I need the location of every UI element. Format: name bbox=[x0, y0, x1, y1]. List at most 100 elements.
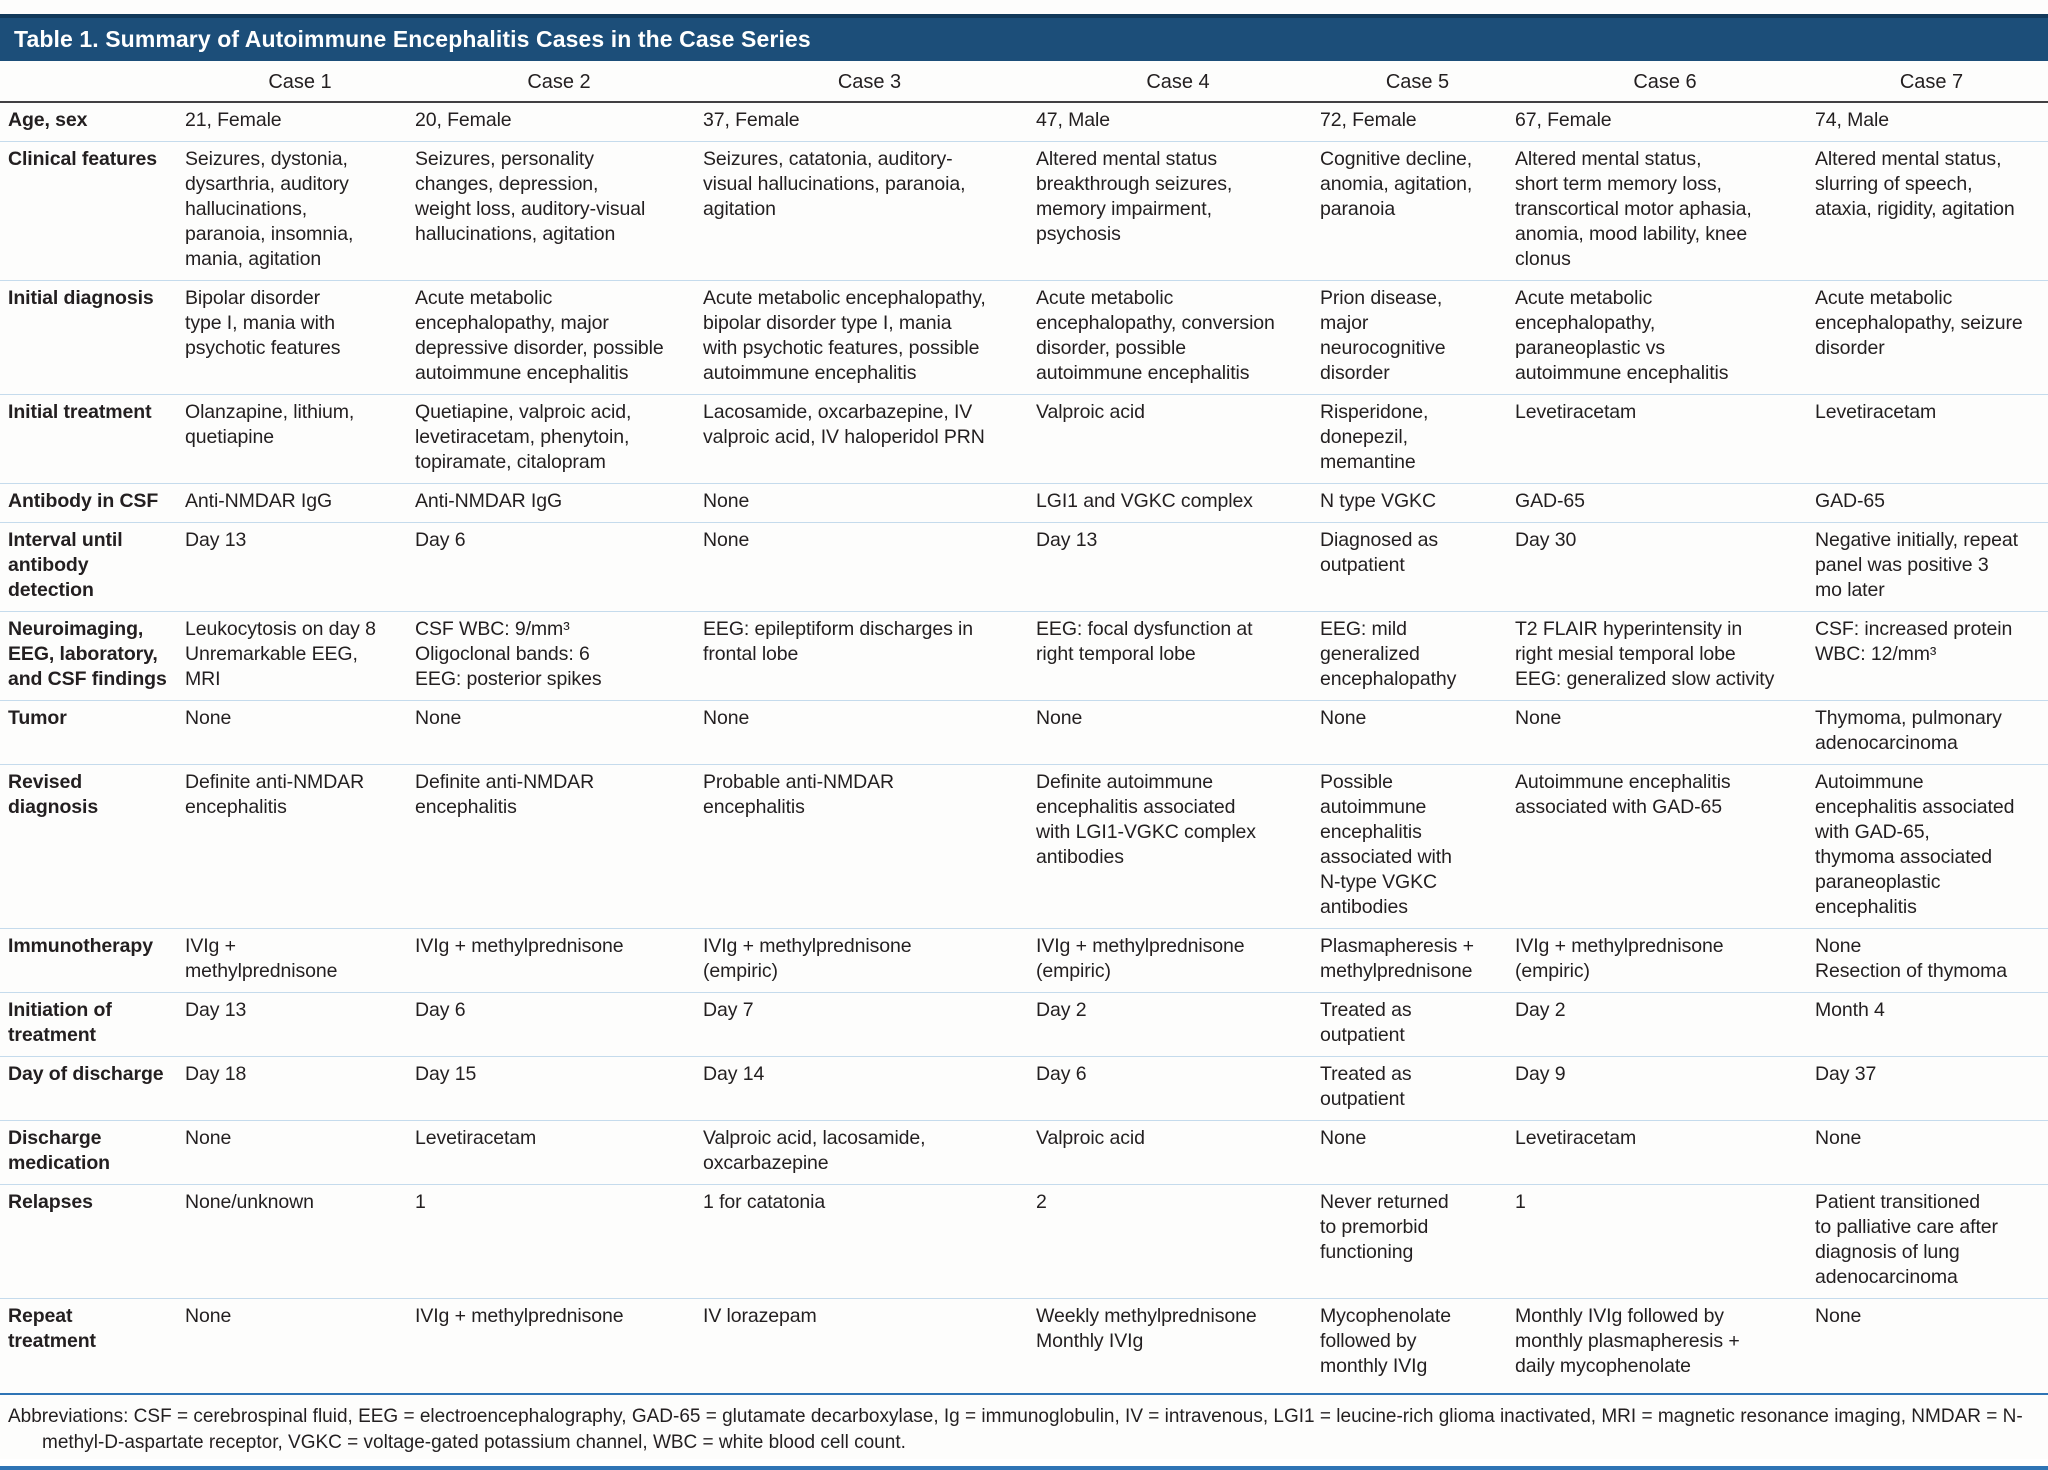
table-cell: None bbox=[1815, 1298, 2048, 1395]
table-cell: Cognitive decline, anomia, agitation, pa… bbox=[1320, 141, 1515, 281]
table-cell: None bbox=[1515, 700, 1815, 765]
table-cell: Definite anti-NMDAR encephalitis bbox=[185, 764, 415, 929]
table-cell: 20, Female bbox=[415, 102, 703, 142]
table-row: Clinical features Seizures, dystonia, dys… bbox=[0, 141, 2048, 281]
table-cell: Levetiracetam bbox=[1515, 1120, 1815, 1185]
table-cell: Olanzapine, lithium, quetiapine bbox=[185, 394, 415, 484]
column-header-case-2: Case 2 bbox=[415, 61, 703, 103]
table-cell: Weekly methylprednisone Monthly IVIg bbox=[1036, 1298, 1320, 1395]
table-cell: Patient transitioned to palliative care … bbox=[1815, 1184, 2048, 1299]
table-cell: 21, Female bbox=[185, 102, 415, 142]
table-cell: Quetiapine, valproic acid, levetiracetam… bbox=[415, 394, 703, 484]
table-cell: Autoimmune encephalitis associated with … bbox=[1815, 764, 2048, 929]
table-cell: None/unknown bbox=[185, 1184, 415, 1299]
table-cell: Levetiracetam bbox=[1515, 394, 1815, 484]
table-cell: None bbox=[703, 700, 1036, 765]
table-title: Table 1. Summary of Autoimmune Encephali… bbox=[14, 26, 811, 52]
table-cell: None bbox=[703, 483, 1036, 523]
table-cell: Definite autoimmune encephalitis associa… bbox=[1036, 764, 1320, 929]
table-cell: Valproic acid, lacosamide, oxcarbazepine bbox=[703, 1120, 1036, 1185]
table-cell: Leukocytosis on day 8 Unremarkable EEG, … bbox=[185, 611, 415, 701]
table-cell: None bbox=[703, 522, 1036, 612]
table-cell: Day 37 bbox=[1815, 1056, 2048, 1121]
table-cell: None bbox=[1815, 1120, 2048, 1185]
table-cell: Diagnosed as outpatient bbox=[1320, 522, 1515, 612]
table-cell: Definite anti-NMDAR encephalitis bbox=[415, 764, 703, 929]
row-label: Day of discharge bbox=[0, 1056, 185, 1121]
row-label: Interval until antibody detection bbox=[0, 522, 185, 612]
table-cell: 37, Female bbox=[703, 102, 1036, 142]
table-cell: None bbox=[185, 700, 415, 765]
table-cell: Seizures, dystonia, dysarthria, auditory… bbox=[185, 141, 415, 281]
table-cell: Day 30 bbox=[1515, 522, 1815, 612]
table-cell: None bbox=[415, 700, 703, 765]
table-cell: Seizures, catatonia, auditory- visual ha… bbox=[703, 141, 1036, 281]
table-cell: Day 13 bbox=[185, 522, 415, 612]
table-cell: 1 for catatonia bbox=[703, 1184, 1036, 1299]
table-cell: CSF WBC: 9/mm³ Oligoclonal bands: 6 EEG:… bbox=[415, 611, 703, 701]
row-label: Tumor bbox=[0, 700, 185, 765]
table-cell: Day 9 bbox=[1515, 1056, 1815, 1121]
table-cell: None bbox=[1036, 700, 1320, 765]
table-row: Age, sex 21, Female 20, Female 37, Female 47… bbox=[0, 102, 2048, 142]
column-header-case-4: Case 4 bbox=[1036, 61, 1320, 103]
table-cell: Treated as outpatient bbox=[1320, 1056, 1515, 1121]
table-cell: Seizures, personality changes, depressio… bbox=[415, 141, 703, 281]
table-cell: Day 6 bbox=[415, 522, 703, 612]
table-cell: Day 2 bbox=[1036, 992, 1320, 1057]
table-cell: Altered mental status, slurring of speec… bbox=[1815, 141, 2048, 281]
table-cell: 2 bbox=[1036, 1184, 1320, 1299]
table-cell: Prion disease, major neurocognitive diso… bbox=[1320, 280, 1515, 395]
table-cell: None Resection of thymoma bbox=[1815, 928, 2048, 993]
table-row: Immunotherapy IVIg + methylprednisone IVIg… bbox=[0, 928, 2048, 993]
table-row: Antibody in CSF Anti-NMDAR IgG Anti-NMDAR … bbox=[0, 483, 2048, 523]
table-cell: Plasmapheresis + methylprednisone bbox=[1320, 928, 1515, 993]
table-cell: Day 14 bbox=[703, 1056, 1036, 1121]
table-cell: T2 FLAIR hyperintensity in right mesial … bbox=[1515, 611, 1815, 701]
table-cell: None bbox=[185, 1298, 415, 1395]
table-cell: Negative initially, repeat panel was pos… bbox=[1815, 522, 2048, 612]
table-cell: Never returned to premorbid functioning bbox=[1320, 1184, 1515, 1299]
table-cell: Mycophenolate followed by monthly IVIg bbox=[1320, 1298, 1515, 1395]
corner-cell bbox=[0, 61, 185, 103]
table-cell: 67, Female bbox=[1515, 102, 1815, 142]
table-cell: GAD-65 bbox=[1815, 483, 2048, 523]
table-cell: Day 13 bbox=[185, 992, 415, 1057]
table-row: Initial diagnosis Bipolar disorder type I… bbox=[0, 280, 2048, 395]
table-row: Revised diagnosis Definite anti-NMDAR enc… bbox=[0, 764, 2048, 929]
row-label: Revised diagnosis bbox=[0, 764, 185, 929]
table-cell: 72, Female bbox=[1320, 102, 1515, 142]
table-title-bar: Table 1. Summary of Autoimmune Encephali… bbox=[0, 14, 2048, 61]
table-cell: Day 2 bbox=[1515, 992, 1815, 1057]
table-cell: 47, Male bbox=[1036, 102, 1320, 142]
table-cell: Acute metabolic encephalopathy, major de… bbox=[415, 280, 703, 395]
table-cell: Altered mental status, short term memory… bbox=[1515, 141, 1815, 281]
table-cell: LGI1 and VGKC complex bbox=[1036, 483, 1320, 523]
table-cell: None bbox=[1320, 700, 1515, 765]
row-label: Initiation of treatment bbox=[0, 992, 185, 1057]
table-cell: 1 bbox=[1515, 1184, 1815, 1299]
table-cell: Acute metabolic encephalopathy, paraneop… bbox=[1515, 280, 1815, 395]
row-label: Initial diagnosis bbox=[0, 280, 185, 395]
table-cell: Day 6 bbox=[1036, 1056, 1320, 1121]
table-cell: IVIg + methylprednisone bbox=[415, 1298, 703, 1395]
table-cell: None bbox=[185, 1120, 415, 1185]
table-cell: IVIg + methylprednisone (empiric) bbox=[1515, 928, 1815, 993]
table-row: Discharge medication None Levetiracetam Val… bbox=[0, 1120, 2048, 1185]
table-cell: Day 15 bbox=[415, 1056, 703, 1121]
row-label: Relapses bbox=[0, 1184, 185, 1299]
column-header-case-7: Case 7 bbox=[1815, 61, 2048, 103]
table-cell: EEG: focal dysfunction at right temporal… bbox=[1036, 611, 1320, 701]
table-cell: Altered mental status breakthrough seizu… bbox=[1036, 141, 1320, 281]
table-cell: Monthly IVIg followed by monthly plasmap… bbox=[1515, 1298, 1815, 1395]
table-cell: Treated as outpatient bbox=[1320, 992, 1515, 1057]
table-cell: Autoimmune encephalitis associated with … bbox=[1515, 764, 1815, 929]
table-cell: Bipolar disorder type I, mania with psyc… bbox=[185, 280, 415, 395]
table-cell: Acute metabolic encephalopathy, bipolar … bbox=[703, 280, 1036, 395]
table-cell: Acute metabolic encephalopathy, seizure … bbox=[1815, 280, 2048, 395]
table-row: Neuroimaging, EEG, laboratory, and CSF f… bbox=[0, 611, 2048, 701]
table-cell: 1 bbox=[415, 1184, 703, 1299]
